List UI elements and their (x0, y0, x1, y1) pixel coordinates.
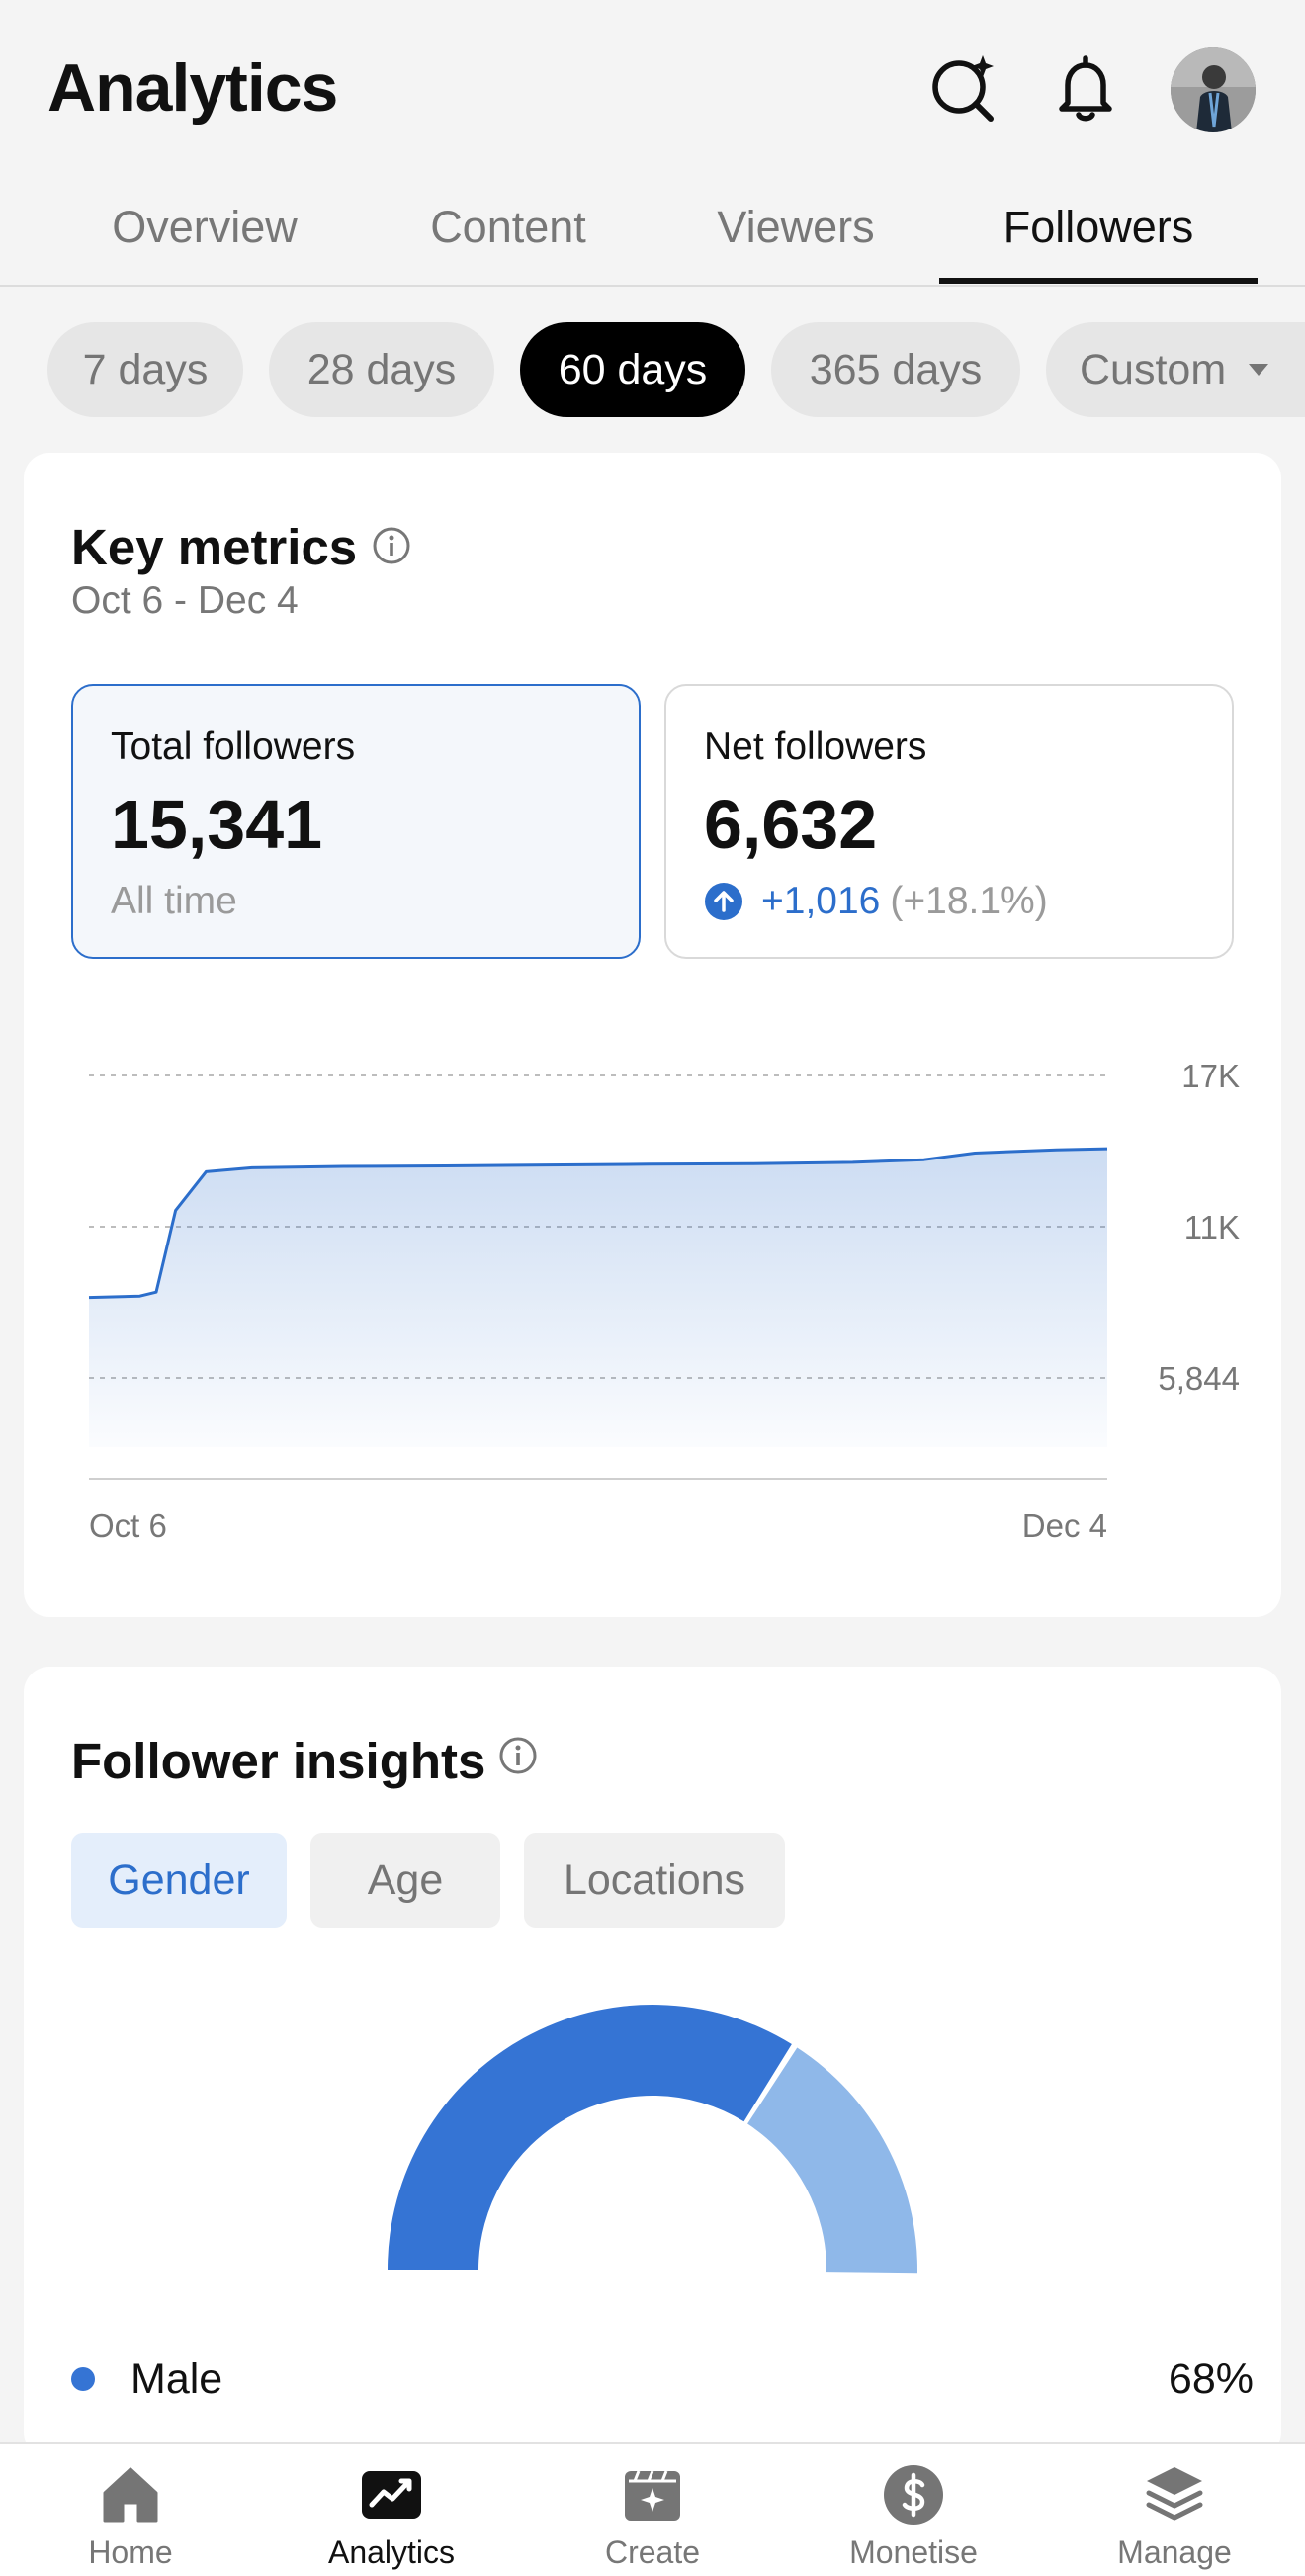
nav-label-manage: Manage (1117, 2534, 1232, 2570)
key-metrics-title: Key metrics (71, 519, 358, 575)
page-title: Analytics (47, 50, 338, 126)
range-chip-365-days[interactable]: 365 days (771, 322, 1020, 417)
nav-monetise[interactable]: Monetise (805, 2461, 1022, 2576)
total-followers-value: 15,341 (111, 786, 323, 863)
chart-x-tick-label: Dec 4 (1022, 1507, 1107, 1544)
nav-label-create: Create (604, 2534, 701, 2570)
net-followers-label: Net followers (704, 726, 927, 768)
nav-create[interactable]: Create (544, 2461, 761, 2576)
key-metrics-card: Key metrics Oct 6 - Dec 4 Total follower… (24, 453, 1281, 1617)
header: Analytics (0, 0, 1305, 178)
nav-label-monetise: Monetise (849, 2534, 978, 2570)
net-followers-change-value: +1,016 (761, 880, 881, 922)
range-chip-28-days[interactable]: 28 days (269, 322, 494, 417)
nav-label-analytics: Analytics (327, 2534, 456, 2570)
followers-chart: 17K 11K 5,844 Oct 6 Dec 4 (24, 977, 1281, 1570)
tab-bar: Overview Content Viewers Followers (0, 178, 1305, 287)
tab-followers[interactable]: Followers (1002, 202, 1194, 252)
range-chip-custom-label: Custom (1080, 345, 1227, 393)
tab-overview[interactable]: Overview (112, 202, 298, 252)
date-range-chips: 7 days 28 days 60 days 365 days Custom (0, 322, 1305, 417)
total-followers-sub: All time (111, 880, 237, 922)
followers-chart-svg: 17K 11K 5,844 Oct 6 Dec 4 (88, 1058, 1240, 1544)
tab-active-indicator (939, 278, 1258, 284)
tab-content[interactable]: Content (430, 202, 586, 252)
layers-icon (1146, 2467, 1203, 2521)
dollar-icon (884, 2465, 943, 2525)
chart-y-tick-label: 17K (1181, 1058, 1240, 1094)
create-icon (625, 2470, 680, 2521)
net-followers-change: +1,016 (+18.1%) (704, 880, 1048, 923)
legend-value-male: 68% (1168, 2355, 1254, 2403)
caret-down-icon (1249, 364, 1269, 376)
gender-donut-chart (388, 2005, 917, 2274)
net-followers-value: 6,632 (704, 786, 878, 863)
home-icon (103, 2467, 158, 2523)
range-chip-60-days[interactable]: 60 days (520, 322, 745, 417)
donut-slice-male[interactable] (388, 2005, 792, 2270)
date-range-label: Oct 6 - Dec 4 (71, 579, 299, 622)
total-followers-metric[interactable]: Total followers 15,341 All time (71, 684, 641, 959)
chart-x-tick-label: Oct 6 (89, 1507, 167, 1544)
bell-icon[interactable] (1046, 49, 1125, 129)
search-sparkle-icon[interactable] (925, 49, 1004, 129)
tab-viewers[interactable]: Viewers (717, 202, 875, 252)
arrow-up-circle-icon (705, 883, 742, 920)
range-chip-custom[interactable]: Custom (1046, 322, 1305, 417)
net-followers-metric[interactable]: Net followers 6,632 +1,016 (+18.1%) (664, 684, 1234, 959)
chart-series-line (88, 1147, 1108, 1300)
analytics-icon (362, 2471, 421, 2519)
nav-manage[interactable]: Manage (1066, 2461, 1283, 2576)
follower-insights-title: Follower insights (71, 1733, 486, 1789)
segment-locations[interactable]: Locations (524, 1833, 785, 1928)
legend-row-male: Male 68% (71, 2345, 1254, 2414)
avatar[interactable] (1171, 47, 1256, 132)
segment-gender[interactable]: Gender (71, 1833, 287, 1928)
net-followers-change-percent: (+18.1%) (890, 880, 1048, 922)
info-icon[interactable] (372, 526, 411, 565)
chart-y-tick-label: 5,844 (1158, 1360, 1240, 1397)
bottom-nav: Home Analytics Create Monetise Manage (0, 2442, 1305, 2576)
nav-home[interactable]: Home (22, 2461, 239, 2576)
total-followers-label: Total followers (111, 726, 356, 768)
chart-y-tick-label: 11K (1184, 1209, 1240, 1245)
legend-label-male: Male (130, 2355, 223, 2403)
donut-slice-female[interactable] (747, 2047, 917, 2274)
follower-insights-card: Follower insights Gender Age Locations M… (24, 1667, 1281, 2457)
info-icon[interactable] (498, 1736, 538, 1775)
chart-area (89, 1149, 1107, 1447)
nav-label-home: Home (88, 2534, 173, 2570)
range-chip-7-days[interactable]: 7 days (47, 322, 243, 417)
legend-dot (71, 2367, 95, 2391)
nav-analytics[interactable]: Analytics (283, 2461, 500, 2576)
segment-age[interactable]: Age (310, 1833, 500, 1928)
